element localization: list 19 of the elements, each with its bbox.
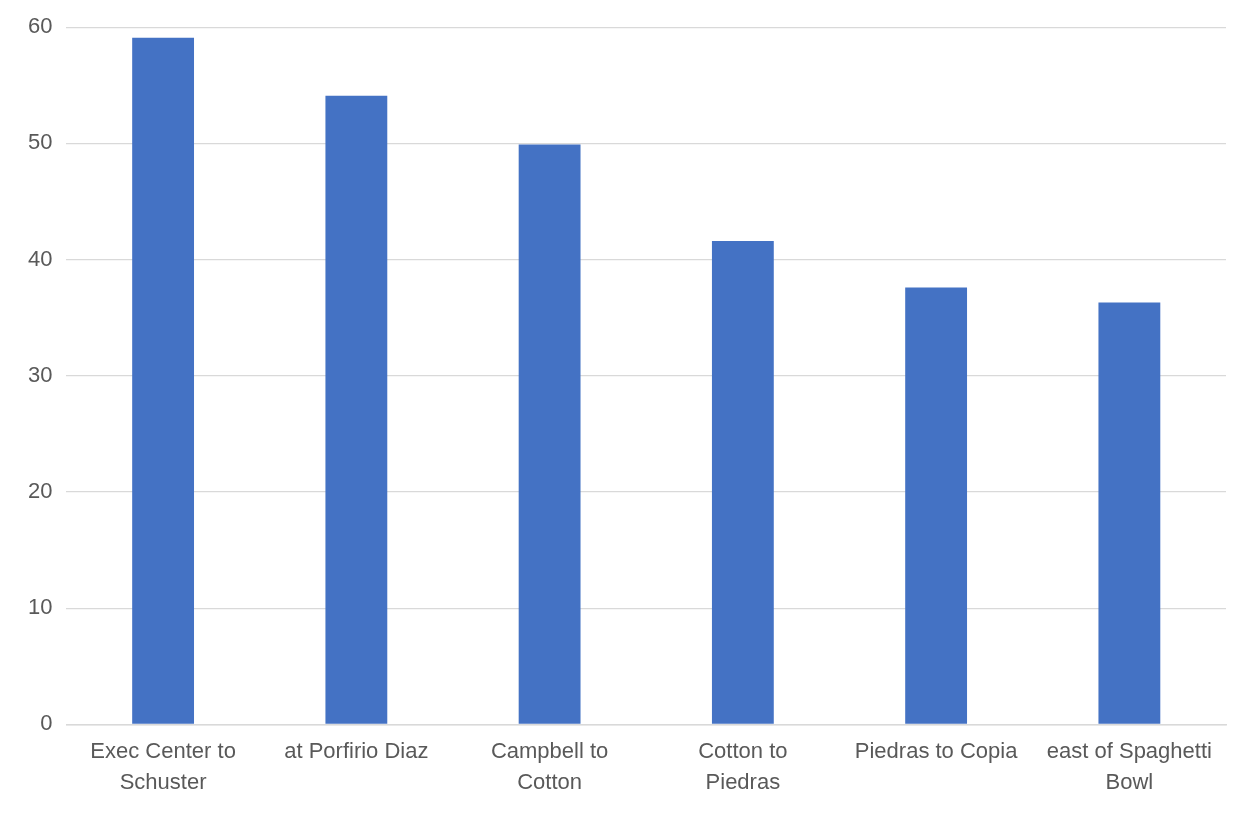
x-tick-label: at Porfirio Diaz: [284, 737, 429, 763]
y-tick-label: 60: [27, 13, 53, 39]
x-tick-label: east of Spaghetti Bowl: [1046, 737, 1212, 794]
y-tick-label: 50: [27, 129, 53, 155]
x-tick-label: Cotton to Piedras: [698, 737, 788, 794]
x-tick-label: Piedras to Copia: [854, 737, 1019, 763]
bar: [132, 37, 195, 724]
bar: [905, 287, 968, 724]
y-tick-label: 0: [40, 710, 53, 736]
bar: [1098, 302, 1161, 724]
y-tick-label: 10: [27, 594, 53, 620]
y-tick-label: 40: [27, 245, 53, 271]
bar: [711, 241, 774, 724]
y-tick-label: 30: [27, 361, 53, 387]
bar: [325, 95, 388, 724]
x-tick-label: Exec Center to Schuster: [90, 737, 236, 794]
bar: [518, 144, 581, 724]
y-tick-label: 20: [27, 478, 53, 504]
x-tick-label: Campbell to Cotton: [490, 737, 609, 794]
